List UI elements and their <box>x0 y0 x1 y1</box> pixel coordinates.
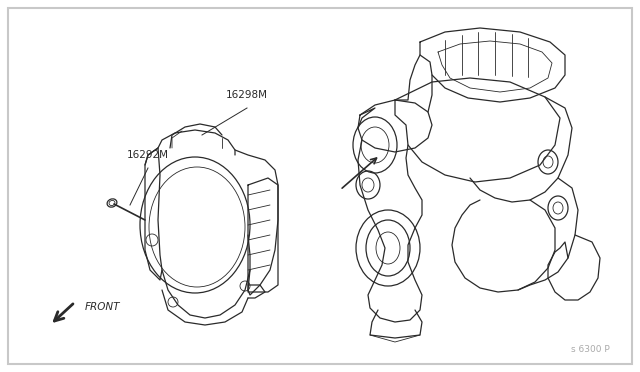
Text: FRONT: FRONT <box>85 302 120 312</box>
Text: 16298M: 16298M <box>226 90 268 100</box>
Text: 16292M: 16292M <box>127 150 169 160</box>
Text: s 6300 P: s 6300 P <box>572 346 610 355</box>
